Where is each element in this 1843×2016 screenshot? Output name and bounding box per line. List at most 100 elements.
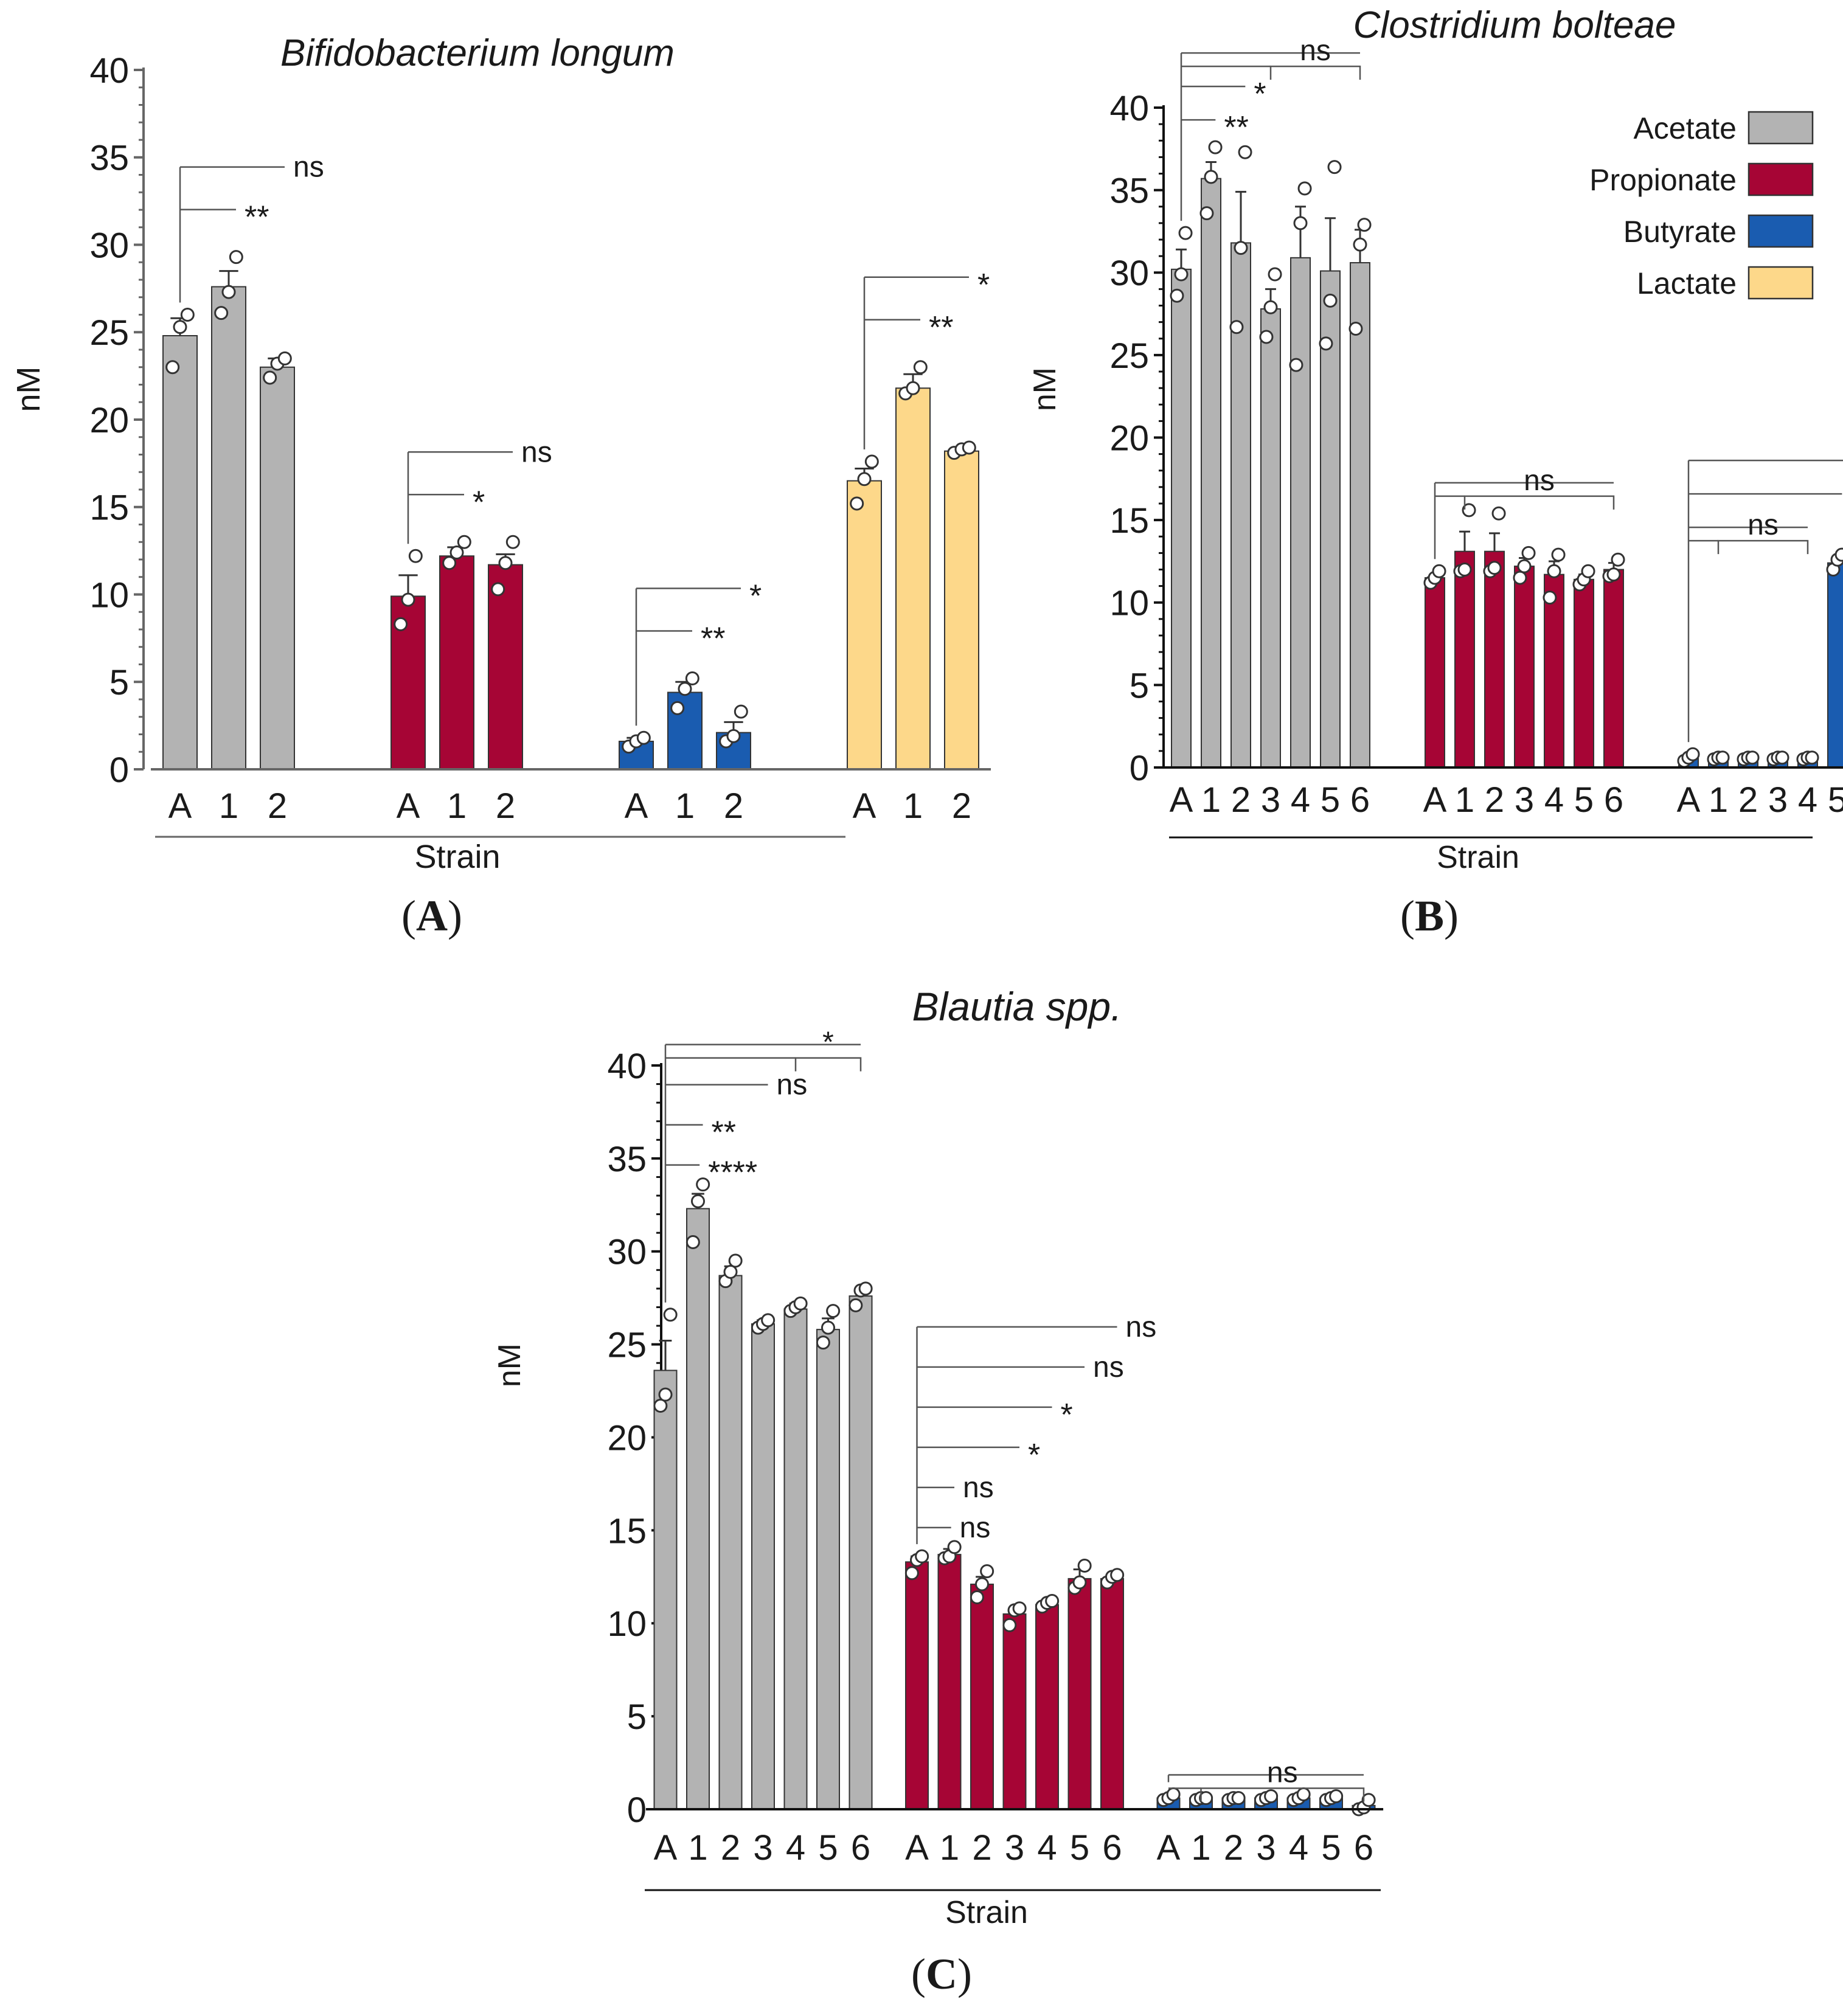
data-point — [221, 285, 236, 299]
x-tick-label: A — [1677, 780, 1701, 820]
data-point — [1457, 563, 1472, 577]
significance-label: * — [1061, 1398, 1073, 1433]
x-tick-label: 1 — [1455, 780, 1474, 820]
data-point — [975, 1577, 989, 1592]
significance-label: ns — [1748, 509, 1779, 541]
x-tick-label: 4 — [1289, 1828, 1308, 1868]
significance-label: ns — [521, 436, 552, 468]
data-point — [229, 250, 243, 265]
data-point — [728, 1253, 743, 1268]
panel-label-part: ( — [401, 892, 416, 940]
data-point — [858, 1281, 873, 1296]
x-tick-label: A — [1170, 780, 1193, 820]
data-point — [1491, 506, 1506, 521]
data-point — [1199, 1791, 1213, 1806]
y-tick-label: 35 — [1109, 171, 1149, 211]
y-tick-label: 10 — [89, 575, 129, 615]
legend-swatch-propionate — [1748, 162, 1814, 196]
x-tick-label: 6 — [1350, 780, 1370, 820]
data-point — [723, 1264, 738, 1279]
data-point — [1263, 300, 1278, 314]
x-tick-label: 4 — [1291, 780, 1310, 820]
panel-label: (A) — [401, 892, 462, 940]
data-point — [1547, 564, 1561, 578]
x-tick-label: 2 — [1224, 1828, 1243, 1868]
x-tick-label: 2 — [952, 786, 971, 826]
x-tick-label: 3 — [1515, 780, 1534, 820]
data-point — [685, 671, 699, 685]
x-tick-label: 3 — [1005, 1828, 1024, 1868]
panel-label-part: ( — [911, 1950, 926, 1998]
data-point — [857, 472, 872, 487]
y-tick-label: 40 — [607, 1047, 647, 1086]
bar-propionate-a — [905, 1561, 929, 1810]
y-tick-label: 0 — [109, 750, 129, 790]
bar-acetate-1 — [211, 286, 246, 770]
y-axis-label: nM — [10, 366, 47, 412]
data-point — [962, 440, 976, 455]
data-point — [726, 729, 741, 743]
x-tick-label: 1 — [940, 1828, 959, 1868]
data-point — [1012, 1601, 1027, 1616]
data-point — [1521, 546, 1536, 560]
y-axis-label: nM — [1027, 367, 1063, 411]
x-tick-label: 1 — [1201, 780, 1221, 820]
significance-label: ** — [712, 1115, 736, 1151]
y-tick-label: 25 — [1109, 336, 1149, 376]
data-point — [1581, 564, 1595, 578]
data-point — [173, 320, 187, 334]
data-point — [1293, 216, 1308, 230]
legend-label-acetate: Acetate — [1633, 111, 1737, 145]
data-point — [636, 730, 651, 745]
data-point — [1208, 140, 1223, 154]
data-point — [1323, 293, 1338, 308]
y-tick-label: 0 — [1130, 749, 1149, 788]
bar-propionate-1 — [937, 1554, 962, 1810]
x-tick-label: 1 — [903, 786, 923, 826]
bar-acetate-2 — [718, 1275, 743, 1810]
x-tick-label: 5 — [1321, 780, 1340, 820]
legend-label-propionate: Propionate — [1589, 163, 1737, 197]
data-point — [864, 454, 879, 469]
bar-acetate-5 — [816, 1329, 840, 1810]
x-tick-label: 3 — [753, 1828, 772, 1868]
y-tick-label: 5 — [627, 1697, 647, 1737]
data-point — [1513, 570, 1527, 585]
bar-acetate-2 — [260, 366, 295, 770]
significance-label: ** — [929, 310, 953, 345]
bar-propionate-2 — [488, 564, 523, 770]
bar-propionate-1 — [1454, 550, 1475, 768]
data-point — [904, 1566, 919, 1581]
data-point — [408, 549, 423, 563]
significance-label: * — [749, 579, 762, 614]
significance-bracket — [1463, 495, 1615, 510]
data-point — [180, 308, 195, 322]
data-point — [1327, 160, 1342, 175]
y-tick-label: 40 — [89, 51, 129, 91]
data-point — [491, 582, 505, 597]
data-point — [1238, 145, 1252, 159]
significance-label: ** — [701, 622, 725, 657]
data-point — [947, 1540, 962, 1554]
x-tick-label: 4 — [1544, 780, 1564, 820]
data-point — [980, 1564, 994, 1579]
panel-label-part: A — [416, 892, 448, 940]
data-point — [1551, 547, 1566, 562]
data-point — [653, 1399, 668, 1413]
x-tick-label: A — [905, 1828, 929, 1868]
data-point — [1319, 336, 1333, 351]
bar-acetate-a — [653, 1370, 678, 1810]
significance-label: ns — [963, 1472, 994, 1504]
x-tick-label: 1 — [1191, 1828, 1210, 1868]
data-point — [1174, 267, 1189, 282]
data-point — [816, 1335, 830, 1350]
y-tick-label: 40 — [1109, 89, 1149, 128]
data-point — [663, 1308, 678, 1322]
x-tick-label: 1 — [675, 786, 695, 826]
data-point — [165, 360, 180, 375]
y-tick-label: 0 — [627, 1790, 647, 1830]
panel-label: (B) — [1400, 892, 1459, 940]
y-tick-label: 25 — [607, 1326, 647, 1365]
bar-propionate-4 — [1035, 1604, 1059, 1810]
